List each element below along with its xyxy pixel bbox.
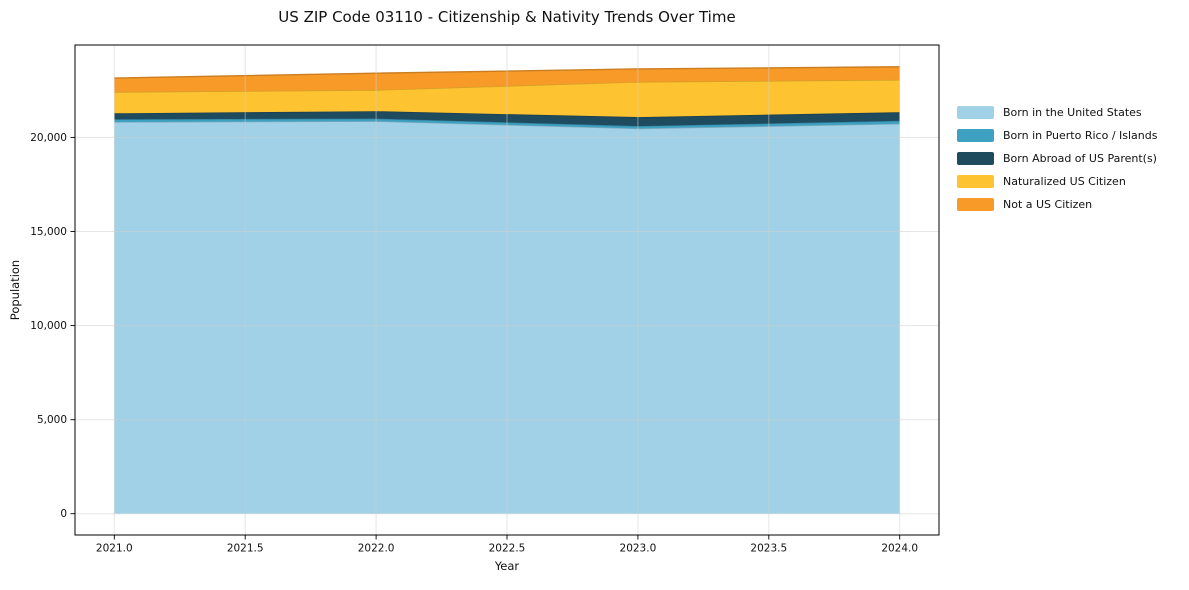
legend-swatch [957,175,994,188]
legend-label: Born Abroad of US Parent(s) [1003,152,1157,165]
legend-item-born-in-puerto-rico-islands: Born in Puerto Rico / Islands [957,129,1157,142]
legend-swatch [957,129,994,142]
legend-item-naturalized-us-citizen: Naturalized US Citizen [957,175,1157,188]
legend-item-born-abroad-of-us-parent-s: Born Abroad of US Parent(s) [957,152,1157,165]
y-tick-label: 20,000 [30,132,67,144]
y-tick-label: 0 [60,508,67,520]
chart-title: US ZIP Code 03110 - Citizenship & Nativi… [278,8,736,26]
legend-swatch [957,152,994,165]
y-tick-label: 15,000 [30,226,67,238]
y-tick-label: 10,000 [30,320,67,332]
x-tick-label: 2022.5 [489,543,526,555]
y-tick-label: 5,000 [37,414,67,426]
x-axis-label: Year [494,559,520,573]
x-tick-label: 2024.0 [881,543,918,555]
legend-item-born-in-the-united-states: Born in the United States [957,106,1157,119]
legend-label: Not a US Citizen [1003,198,1093,211]
legend-item-not-a-us-citizen: Not a US Citizen [957,198,1157,211]
legend-label: Born in the United States [1003,106,1142,119]
legend-label: Naturalized US Citizen [1003,175,1126,188]
y-axis-label: Population [8,259,22,321]
x-tick-label: 2021.5 [227,543,264,555]
x-tick-label: 2023.5 [750,543,787,555]
x-tick-label: 2023.0 [620,543,657,555]
legend-swatch [957,198,994,211]
x-tick-label: 2022.0 [358,543,395,555]
legend-swatch [957,106,994,119]
legend-label: Born in Puerto Rico / Islands [1003,129,1158,142]
legend: Born in the United States Born in Puerto … [957,106,1157,211]
x-tick-label: 2021.0 [96,543,133,555]
